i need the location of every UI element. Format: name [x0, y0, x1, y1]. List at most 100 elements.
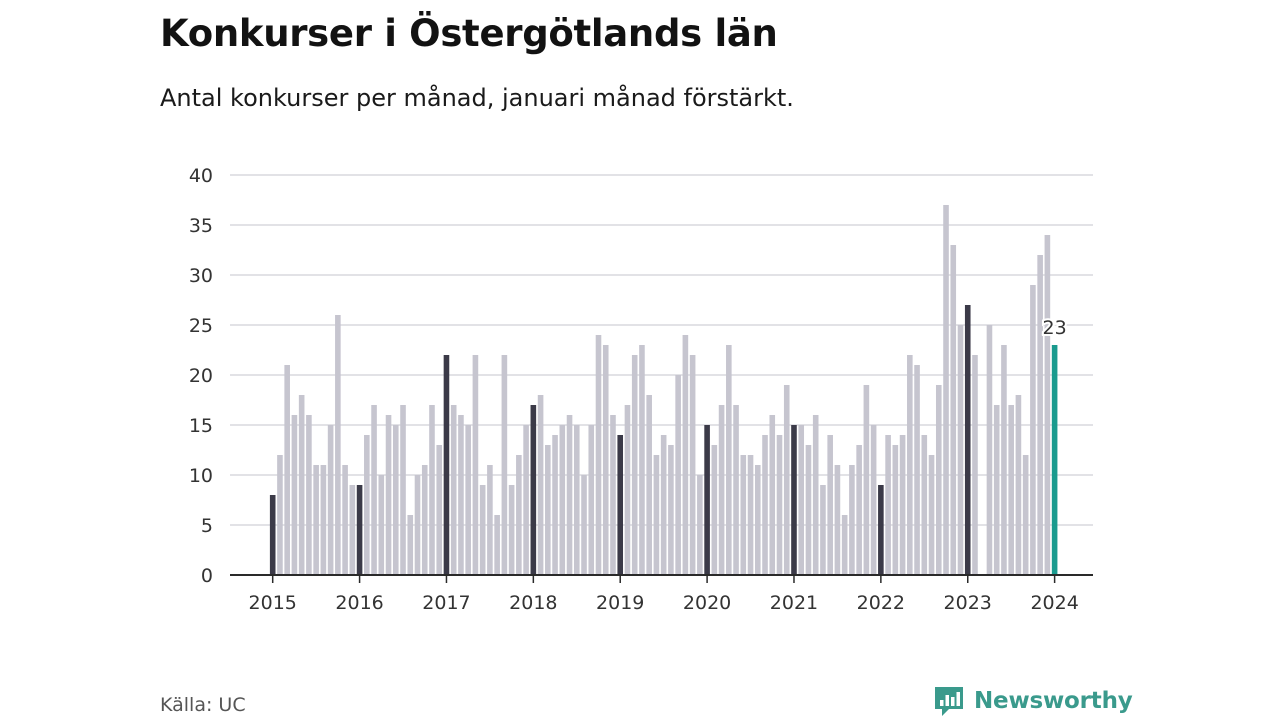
- bar: [907, 355, 913, 575]
- bar: [407, 515, 414, 575]
- bar: [313, 465, 319, 575]
- bar: [841, 515, 848, 575]
- bar: [1015, 395, 1022, 575]
- latest-bar: [1051, 345, 1058, 575]
- bar: [653, 455, 660, 575]
- chart-title: Konkurser i Östergötlands län: [160, 12, 778, 55]
- source-note: Källa: UC: [160, 694, 246, 716]
- bar: [291, 415, 298, 575]
- bar: [335, 315, 341, 575]
- january-bar: [356, 485, 363, 575]
- y-tick-label: 15: [189, 415, 213, 437]
- x-tick-label: 2022: [857, 592, 905, 614]
- x-tick-label: 2024: [1030, 592, 1078, 614]
- bar: [639, 345, 645, 575]
- bar: [284, 365, 290, 575]
- bar: [921, 435, 928, 575]
- bar: [834, 465, 841, 575]
- y-tick-label: 35: [189, 215, 213, 237]
- bar: [856, 445, 862, 575]
- bar: [385, 415, 392, 575]
- bar: [421, 465, 428, 575]
- bar: [320, 465, 327, 575]
- bar: [805, 445, 812, 575]
- bar: [624, 405, 631, 575]
- bar: [487, 465, 493, 575]
- bar: [914, 365, 920, 575]
- bar: [414, 475, 421, 575]
- bar: [1001, 345, 1007, 575]
- y-tick-label: 0: [201, 565, 213, 587]
- bar: [957, 325, 964, 575]
- bar: [479, 485, 486, 575]
- bar: [935, 385, 942, 575]
- bar: [646, 395, 652, 575]
- bar: [364, 435, 370, 575]
- bar: [342, 465, 348, 575]
- bar: [298, 395, 305, 575]
- x-tick-label: 2020: [683, 592, 731, 614]
- newsworthy-logo-icon: [935, 687, 963, 716]
- bar: [718, 405, 725, 575]
- bar: [588, 425, 595, 575]
- bar: [783, 385, 790, 575]
- bar: [349, 485, 356, 575]
- bar: [573, 425, 580, 575]
- brand-name: Newsworthy: [974, 688, 1133, 714]
- bar: [885, 435, 891, 575]
- bar: [1044, 235, 1051, 575]
- bar: [602, 345, 609, 575]
- bar: [870, 425, 877, 575]
- bar: [436, 445, 443, 575]
- chart-subtitle: Antal konkurser per månad, januari månad…: [160, 84, 794, 112]
- bar: [769, 415, 776, 575]
- brand-logo: Newsworthy: [932, 684, 1133, 718]
- bar: [392, 425, 399, 575]
- bar: [566, 415, 573, 575]
- bar: [928, 455, 935, 575]
- x-axis-ticks: 2015 2016 2017 2018 2019 2020 2021 2022 2023 2024: [249, 575, 1079, 614]
- bar: [747, 455, 754, 575]
- y-tick-label: 20: [189, 365, 213, 387]
- bar: [400, 405, 406, 575]
- bar: [820, 485, 826, 575]
- y-tick-label: 30: [189, 265, 213, 287]
- bar: [726, 345, 732, 575]
- january-bar: [443, 355, 450, 575]
- bar: [378, 475, 385, 575]
- bar: [465, 425, 471, 575]
- x-tick-label: 2021: [770, 592, 818, 614]
- bar: [277, 455, 283, 575]
- x-tick-label: 2015: [249, 592, 297, 614]
- bar: [450, 405, 457, 575]
- bar: [1037, 255, 1043, 575]
- bar: [863, 385, 870, 575]
- bar: [697, 475, 703, 575]
- bar: [972, 355, 978, 575]
- bar: [733, 405, 739, 575]
- bar: [610, 415, 616, 575]
- bar: [429, 405, 435, 575]
- bar: [682, 335, 689, 575]
- x-tick-label: 2016: [335, 592, 383, 614]
- january-bar: [530, 405, 537, 575]
- bar: [581, 475, 587, 575]
- bar: [812, 415, 819, 575]
- bar: [986, 325, 993, 575]
- bar: [849, 465, 855, 575]
- january-bar: [269, 495, 276, 575]
- bar: [993, 405, 1000, 575]
- january-bar: [704, 425, 710, 575]
- bar: [501, 355, 508, 575]
- x-tick-label: 2019: [596, 592, 644, 614]
- bar: [762, 435, 768, 575]
- bar: [494, 515, 500, 575]
- x-tick-label: 2018: [509, 592, 557, 614]
- bar: [371, 405, 377, 575]
- bar: [660, 435, 667, 575]
- bar: [552, 435, 558, 575]
- bar: [327, 425, 334, 575]
- bar: [523, 425, 529, 575]
- bar: [1022, 455, 1029, 575]
- y-tick-label: 10: [189, 465, 213, 487]
